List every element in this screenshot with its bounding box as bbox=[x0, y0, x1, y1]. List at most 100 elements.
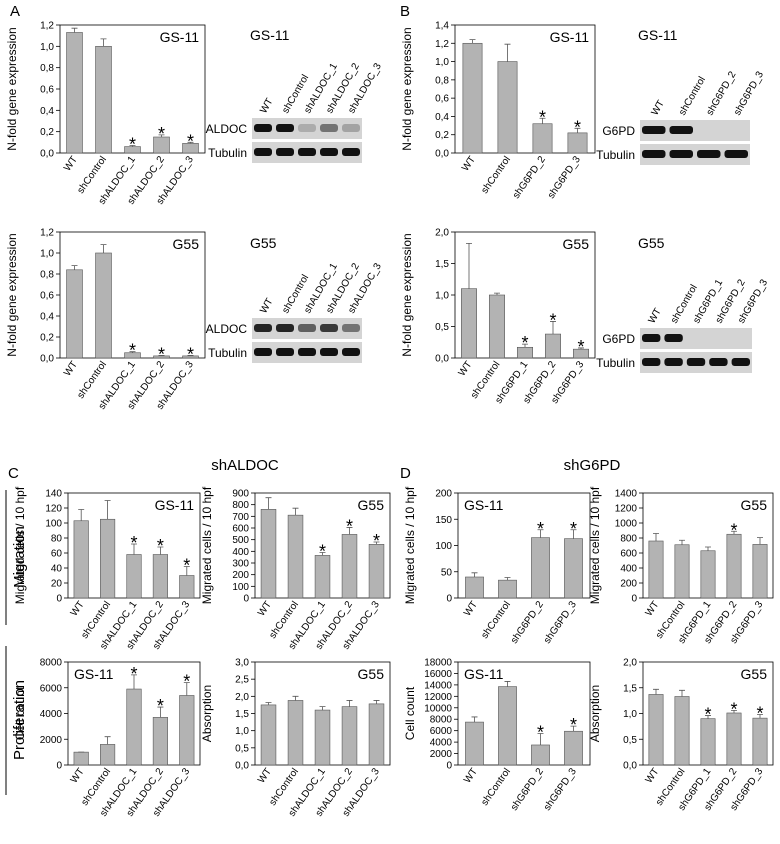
blot-band bbox=[298, 348, 316, 356]
blot-band bbox=[254, 324, 272, 332]
error-bar bbox=[373, 541, 380, 545]
bar bbox=[341, 706, 358, 766]
bar bbox=[498, 686, 517, 766]
y-tick-label: 0,0 bbox=[623, 761, 637, 772]
y-tick-label: 4000 bbox=[430, 738, 453, 749]
chart-label: GS-11 bbox=[160, 29, 200, 45]
y-tick-label: 600 bbox=[232, 524, 249, 535]
x-tick-label: shG6PD_2 bbox=[509, 599, 546, 646]
y-tick-label: 1,2 bbox=[40, 228, 54, 239]
chart-label: G55 bbox=[358, 497, 385, 513]
significance-marker: * bbox=[521, 333, 528, 353]
significance-marker: * bbox=[730, 699, 737, 719]
x-tick-label: shControl bbox=[479, 599, 513, 640]
y-tick-label: 1,0 bbox=[40, 42, 54, 53]
error-bar bbox=[71, 27, 78, 33]
error-bar bbox=[504, 681, 511, 687]
y-tick-label: 2,0 bbox=[623, 658, 637, 669]
significance-marker: * bbox=[373, 531, 380, 551]
bar bbox=[465, 721, 484, 766]
y-tick-label: 1400 bbox=[615, 489, 638, 500]
y-tick-label: 900 bbox=[232, 489, 249, 500]
error-bar bbox=[537, 529, 544, 538]
significance-marker: * bbox=[756, 704, 763, 724]
y-axis-label: Absorption bbox=[200, 685, 214, 742]
significance-marker: * bbox=[183, 672, 190, 692]
y-tick-label: 600 bbox=[620, 549, 637, 560]
error-bar bbox=[319, 552, 326, 556]
y-tick-label: 100 bbox=[232, 582, 249, 593]
y-tick-label: 300 bbox=[232, 559, 249, 570]
y-tick-label: 2000 bbox=[40, 735, 63, 746]
y-tick-label: 0,6 bbox=[435, 94, 449, 105]
significance-marker: * bbox=[157, 536, 164, 556]
bar bbox=[498, 579, 517, 599]
x-tick-label: WT bbox=[69, 599, 87, 618]
bar bbox=[287, 700, 304, 766]
bar bbox=[488, 294, 505, 359]
y-tick-label: 0,2 bbox=[40, 333, 54, 344]
blot-band bbox=[342, 148, 360, 156]
blot-row-label: Tubulin bbox=[596, 356, 635, 370]
y-tick-label: 1000 bbox=[615, 519, 638, 530]
significance-marker: * bbox=[158, 344, 165, 364]
error-bar bbox=[129, 145, 136, 147]
y-tick-label: 2,5 bbox=[235, 675, 249, 686]
y-tick-label: 0,6 bbox=[40, 291, 54, 302]
significance-marker: * bbox=[183, 556, 190, 576]
blot-row-label: Tubulin bbox=[596, 148, 635, 162]
blot-band bbox=[664, 334, 683, 342]
y-tick-label: 0 bbox=[446, 761, 452, 772]
error-bar bbox=[104, 500, 111, 520]
y-axis-label: Migrated cells / 10 hpf bbox=[403, 486, 417, 604]
error-bar bbox=[100, 244, 107, 253]
chart-label: GS-11 bbox=[155, 497, 195, 513]
y-tick-label: 150 bbox=[435, 515, 452, 526]
bar bbox=[179, 695, 195, 766]
x-tick-label: WT bbox=[256, 599, 274, 618]
bar bbox=[95, 252, 112, 359]
error-bar bbox=[679, 539, 685, 545]
blot-row-label: ALDOC bbox=[206, 322, 248, 336]
blot-band bbox=[254, 148, 272, 156]
error-bar bbox=[71, 265, 78, 270]
blot-row bbox=[640, 328, 752, 349]
y-axis-label: N-fold gene expression bbox=[400, 27, 414, 150]
significance-marker: * bbox=[537, 519, 544, 539]
row-label: Migration bbox=[11, 526, 28, 588]
blot-title: G55 bbox=[250, 235, 277, 251]
bar bbox=[648, 694, 664, 766]
bar bbox=[368, 703, 385, 766]
error-bar bbox=[574, 127, 581, 133]
significance-marker: * bbox=[577, 337, 584, 357]
blot-row-label: Tubulin bbox=[208, 146, 247, 160]
x-tick-label: WT bbox=[457, 359, 475, 378]
lane-label: WT bbox=[258, 97, 275, 116]
error-bar bbox=[705, 715, 711, 719]
bar bbox=[462, 42, 483, 154]
error-bar bbox=[183, 566, 190, 576]
y-tick-label: 0 bbox=[56, 761, 62, 772]
y-tick-label: 0,4 bbox=[435, 112, 449, 123]
error-bar bbox=[653, 533, 659, 541]
y-tick-label: 60 bbox=[51, 549, 63, 560]
y-axis-label: Cell count bbox=[13, 686, 27, 740]
significance-marker: * bbox=[704, 705, 711, 725]
error-bar bbox=[471, 716, 478, 723]
y-tick-label: 1,5 bbox=[235, 709, 249, 720]
y-tick-label: 800 bbox=[620, 534, 637, 545]
y-tick-label: 0 bbox=[243, 594, 249, 605]
bar bbox=[465, 576, 484, 599]
blot-band bbox=[320, 148, 338, 156]
significance-marker: * bbox=[130, 533, 137, 553]
y-tick-label: 1,4 bbox=[435, 21, 449, 32]
bar bbox=[531, 744, 550, 766]
blot-band bbox=[320, 124, 338, 132]
y-tick-label: 0,5 bbox=[235, 743, 249, 754]
y-tick-label: 1,0 bbox=[435, 291, 449, 302]
y-tick-label: 700 bbox=[232, 512, 249, 523]
bar bbox=[531, 537, 550, 599]
error-bar bbox=[522, 343, 528, 348]
error-bar bbox=[705, 546, 711, 551]
x-tick-label: WT bbox=[69, 766, 87, 785]
